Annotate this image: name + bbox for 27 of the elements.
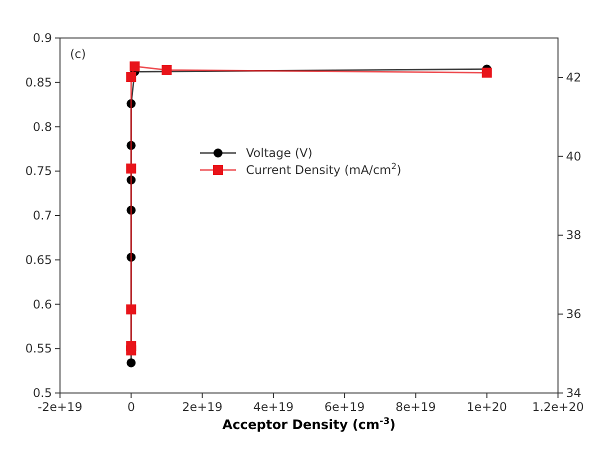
x-tick-label: 6e+19 — [324, 400, 365, 414]
y-tick-label: 0.75 — [25, 164, 52, 178]
x-tick-label: 0 — [127, 400, 135, 414]
x-tick-label: 4e+19 — [253, 400, 294, 414]
y-tick-label: 0.7 — [32, 208, 52, 222]
y2-tick-label: 36 — [566, 307, 582, 322]
x-tick-label: -2e+19 — [38, 400, 82, 414]
y2-tick-label: 40 — [566, 149, 582, 164]
y-tick-label: 0.8 — [32, 120, 52, 134]
y-tick-label: 0.5 — [32, 386, 52, 400]
legend-label: Voltage (V) — [246, 146, 312, 160]
y-tick-label: 0.9 — [32, 31, 52, 45]
x-tick-label: 1e+20 — [466, 400, 508, 414]
x-tick-label: 2e+19 — [182, 400, 222, 414]
legend-label: Current Density (mA/cm$^{2}$) — [246, 161, 402, 177]
x-axis-title: Acceptor Density (cm$^{-3}$) — [222, 417, 396, 433]
y2-tick-label: 38 — [566, 228, 582, 242]
y2-tick-label: 34 — [566, 386, 582, 400]
annotation: (c) — [70, 47, 86, 61]
x-tick-label: 1.2e+20 — [532, 400, 584, 414]
y2-tick-label: 42 — [566, 70, 582, 84]
point — [126, 358, 136, 368]
y-tick-label: 0.6 — [32, 297, 52, 312]
x-tick-label: 8e+19 — [396, 400, 436, 414]
y-tick-label: 0.65 — [25, 252, 52, 267]
y-tick-label: 0.85 — [25, 75, 52, 90]
y-tick-label: 0.55 — [25, 342, 52, 356]
